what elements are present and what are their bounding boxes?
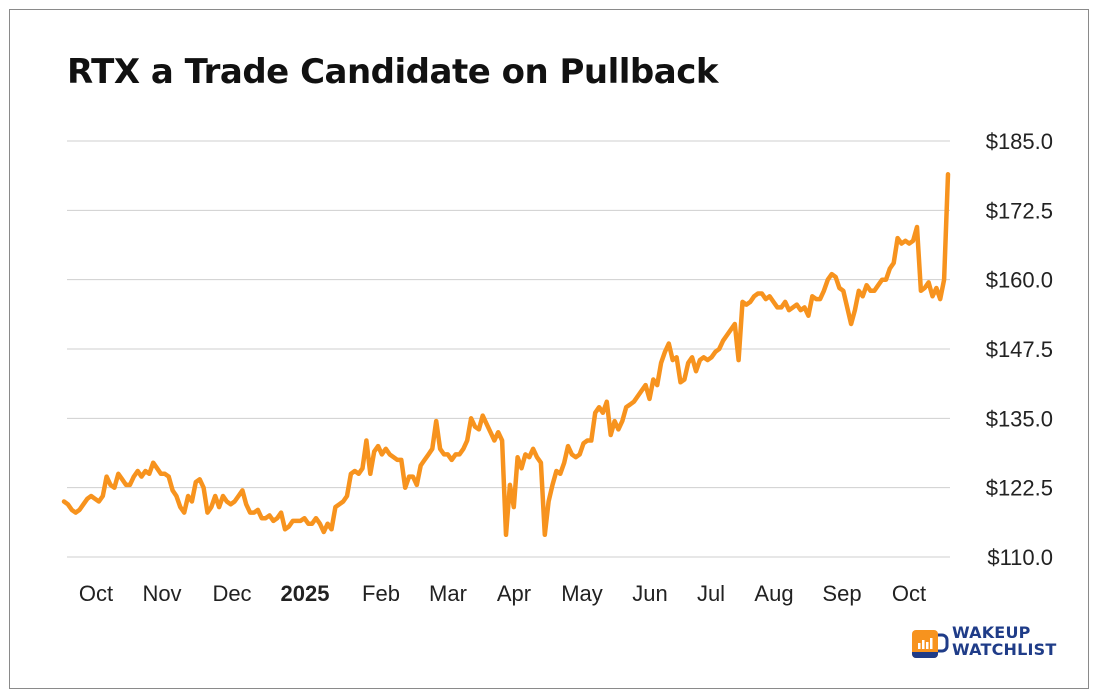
y-tick-label: $122.5 [986, 476, 1053, 501]
x-tick-label: Mar [429, 581, 467, 606]
x-tick-label: Apr [497, 581, 531, 606]
x-tick-label: Oct [79, 581, 113, 606]
price-series-line [61, 172, 951, 538]
x-tick-label: Jun [632, 581, 667, 606]
y-tick-label: $135.0 [986, 406, 1053, 431]
y-tick-label: $160.0 [986, 268, 1053, 293]
x-tick-label: Nov [142, 581, 181, 606]
y-tick-label: $147.5 [986, 337, 1053, 362]
wakeup-watchlist-logo: WAKEUP WATCHLIST [908, 622, 1078, 664]
x-tick-label: Aug [754, 581, 793, 606]
coffee-mug-icon [912, 630, 949, 658]
x-tick-label: Sep [822, 581, 861, 606]
x-tick-label: Feb [362, 581, 400, 606]
x-tick-label: 2025 [281, 581, 330, 606]
x-tick-label: May [561, 581, 603, 606]
chart-title: RTX a Trade Candidate on Pullback [67, 52, 718, 92]
y-tick-label: $172.5 [986, 198, 1053, 223]
y-tick-label: $110.0 [987, 545, 1053, 570]
y-tick-label: $185.0 [986, 129, 1053, 154]
x-tick-label: Oct [892, 581, 926, 606]
logo-line-1: WAKEUP [952, 623, 1031, 642]
logo-line-2: WATCHLIST [952, 640, 1057, 659]
y-axis-ticks: $185.0 $172.5 $160.0 $147.5 $135.0 $122.5 $110… [986, 129, 1053, 570]
x-tick-label: Dec [212, 581, 251, 606]
x-tick-label: Jul [697, 581, 725, 606]
x-axis-ticks: Oct Nov Dec 2025 Feb Mar Apr May Jun Jul Aug Sep Oct [79, 581, 926, 606]
